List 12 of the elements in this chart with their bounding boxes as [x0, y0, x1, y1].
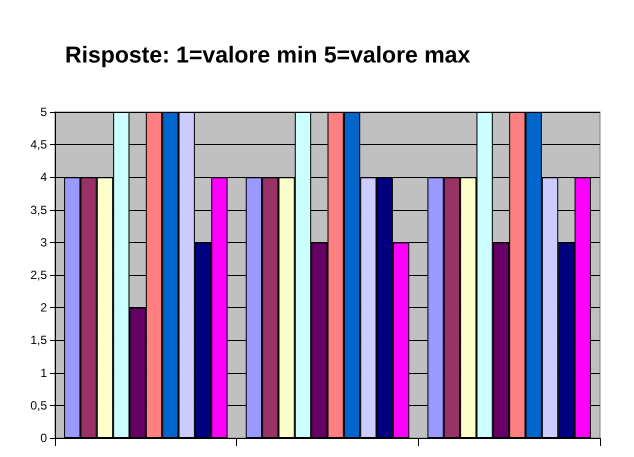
chart-title: Risposte: 1=valore min 5=valore max: [65, 42, 470, 68]
y-tick-label: 5: [40, 105, 48, 119]
y-tick-label: 1,5: [30, 333, 48, 348]
y-tick-label: 0,5: [30, 398, 48, 412]
y-tick-label: 4: [40, 170, 48, 184]
y-tick-label: 3,5: [30, 202, 48, 217]
y-tick-label: 1: [40, 366, 48, 380]
y-tick-label: 2,5: [30, 268, 48, 282]
y-tick-label: 0: [40, 431, 48, 445]
y-tick-label: 3: [40, 235, 48, 250]
y-tick-label: 4,5: [30, 138, 48, 152]
y-tick-label: 2: [40, 300, 48, 315]
